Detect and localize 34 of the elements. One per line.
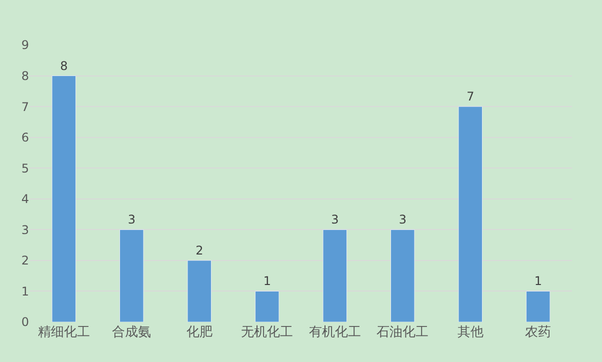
bar xyxy=(458,106,482,322)
x-tick-label: 合成氨 xyxy=(112,325,152,340)
y-tick-label: 0 xyxy=(21,315,29,330)
x-tick-label: 化肥 xyxy=(186,325,212,340)
data-label: 7 xyxy=(466,90,474,104)
y-tick-label: 8 xyxy=(21,68,29,83)
y-tick-label: 2 xyxy=(21,254,29,268)
y-tick-label: 3 xyxy=(21,222,29,237)
x-tick-label: 其他 xyxy=(457,325,484,340)
bar xyxy=(390,229,415,322)
data-label: 3 xyxy=(128,212,136,227)
bar xyxy=(526,290,550,322)
bar xyxy=(120,229,144,322)
bar xyxy=(52,76,76,322)
y-tick-label: 1 xyxy=(21,284,29,298)
x-tick-label: 有机化工 xyxy=(308,325,361,340)
data-label: 2 xyxy=(196,243,204,258)
y-tick-label: 5 xyxy=(21,161,29,176)
bar xyxy=(255,290,280,322)
data-label: 3 xyxy=(398,212,406,227)
y-tick-label: 7 xyxy=(21,100,29,114)
data-label: 1 xyxy=(534,274,542,288)
bar xyxy=(322,229,347,322)
x-tick-label: 农药 xyxy=(525,325,552,340)
data-label: 1 xyxy=(263,274,271,288)
x-tick-label: 石油化工 xyxy=(376,325,429,340)
bar xyxy=(187,260,212,322)
y-tick-label: 6 xyxy=(21,130,29,145)
data-label: 8 xyxy=(60,58,68,73)
x-tick-label: 无机化工 xyxy=(241,325,294,340)
data-label: 3 xyxy=(331,212,339,227)
x-tick-label: 精细化工 xyxy=(38,325,90,340)
y-tick-label: 4 xyxy=(21,192,29,206)
y-tick-label: 9 xyxy=(21,38,29,52)
